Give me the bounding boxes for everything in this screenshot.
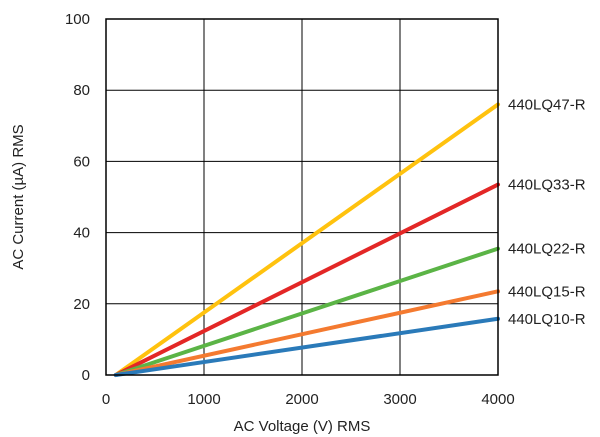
x-tick-label: 1000 — [187, 391, 220, 408]
y-tick-label: 20 — [73, 296, 90, 313]
series-label-440lq10-r: 440LQ10-R — [508, 311, 586, 328]
x-tick-label: 4000 — [481, 391, 514, 408]
y-axis-title: AC Current (µA) RMS — [10, 124, 27, 269]
series-label-440lq33-r: 440LQ33-R — [508, 177, 586, 194]
grid-layer — [106, 19, 498, 375]
plot-frame — [105, 18, 499, 376]
x-tick-label: 3000 — [383, 391, 416, 408]
y-tick-label: 100 — [65, 11, 90, 28]
y-tick-label: 80 — [73, 82, 90, 99]
series-layer — [113, 102, 500, 377]
series-line-440lq15-r — [113, 289, 500, 377]
x-axis-title: AC Voltage (V) RMS — [234, 418, 371, 435]
series-label-440lq22-r: 440LQ22-R — [508, 241, 586, 258]
series-line-440lq10-r — [113, 316, 500, 377]
series-line-440lq47-r — [113, 102, 500, 377]
x-tick-label: 2000 — [285, 391, 318, 408]
y-tick-label: 40 — [73, 225, 90, 242]
series-label-440lq15-r: 440LQ15-R — [508, 283, 586, 300]
series-line-440lq33-r — [113, 182, 500, 377]
x-tick-label: 0 — [102, 391, 110, 408]
label-layer: 440LQ47-R 440LQ33-R 440LQ22-R 440LQ15-R 440L… — [508, 96, 586, 327]
y-tick-label: 60 — [73, 153, 90, 170]
y-tick-label: 0 — [82, 367, 90, 384]
series-label-440lq47-r: 440LQ47-R — [508, 96, 586, 113]
series-line-440lq22-r — [113, 246, 500, 377]
tick-layer: 0 1000 2000 3000 4000 0 20 40 60 80 100 — [65, 11, 515, 408]
